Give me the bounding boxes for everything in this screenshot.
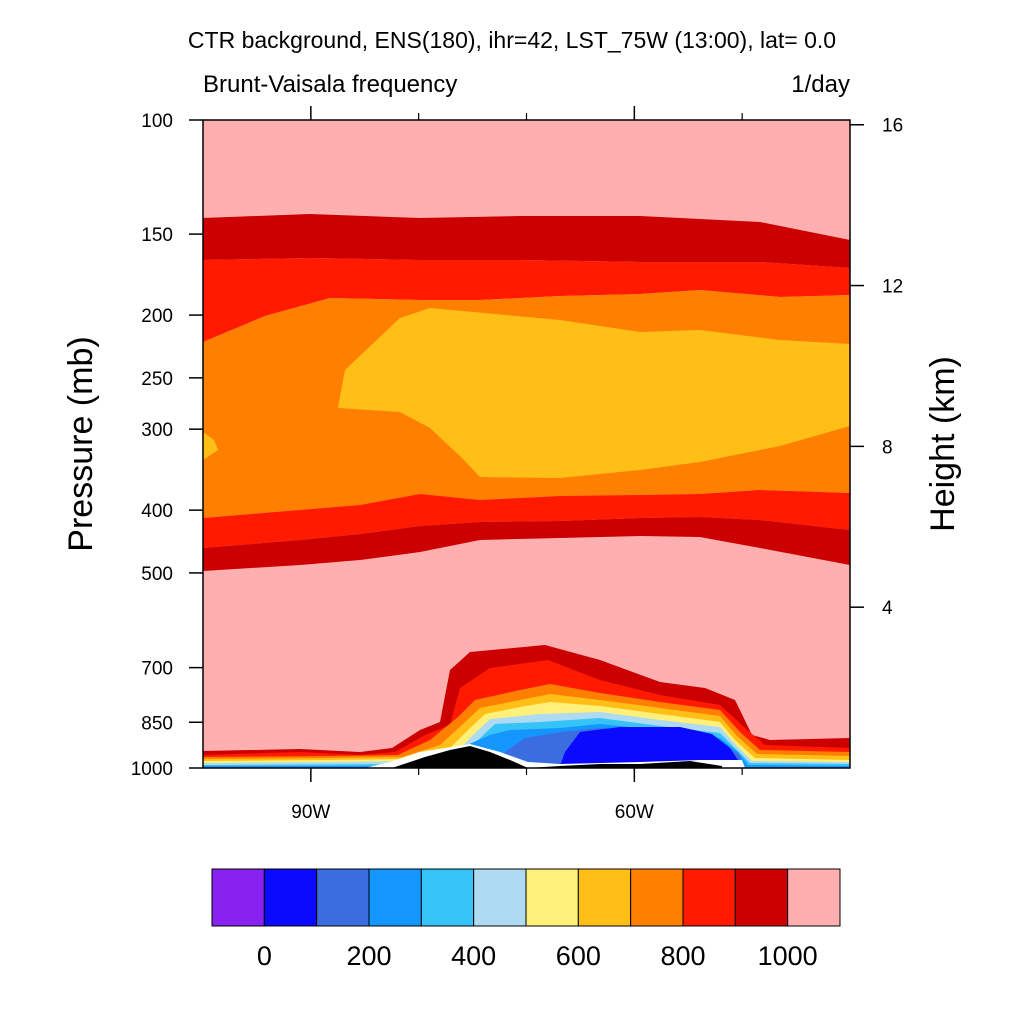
colorbar-swatch bbox=[682, 868, 736, 927]
colorbar-swatch bbox=[473, 868, 527, 927]
colorbar-swatch bbox=[525, 868, 579, 927]
y-tick-label: 500 bbox=[141, 564, 173, 585]
contour-band-900-1000 bbox=[203, 214, 850, 268]
y-ticks: 100 150 200 250 300 400 500 700 850 1000 bbox=[131, 111, 203, 780]
plot-area bbox=[203, 120, 850, 768]
y-tick-label: 200 bbox=[141, 306, 173, 327]
y-axis-label: Pressure (mb) bbox=[62, 336, 100, 551]
y2-ticks: 16 12 8 4 bbox=[850, 116, 903, 619]
contour-band-600-700-edge bbox=[203, 432, 218, 460]
contour-band-800-900 bbox=[203, 258, 850, 342]
colorbar-label: 0 bbox=[257, 941, 272, 971]
colorbar: 0 200 400 600 800 1000 bbox=[211, 868, 841, 971]
x-ticks: 90W 60W bbox=[291, 106, 743, 823]
y2-tick-label: 12 bbox=[882, 277, 903, 298]
y-tick-label: 150 bbox=[141, 225, 173, 246]
y-tick-label: 100 bbox=[141, 111, 173, 132]
contour-band-600-700 bbox=[338, 308, 850, 478]
colorbar-swatch bbox=[577, 868, 632, 927]
colorbar-label: 1000 bbox=[758, 941, 818, 971]
y-tick-label: 400 bbox=[141, 501, 173, 522]
contour-band-900-1000-lower bbox=[203, 517, 850, 571]
y-tick-label: 850 bbox=[141, 713, 173, 734]
contour-band-800-900-lower bbox=[203, 490, 850, 548]
chart-title: CTR background, ENS(180), ihr=42, LST_75… bbox=[188, 27, 836, 53]
colorbar-label: 400 bbox=[451, 941, 496, 971]
surface-band-0-100 bbox=[560, 727, 742, 766]
x-tick-label: 90W bbox=[291, 802, 330, 823]
colorbar-label: 200 bbox=[346, 941, 391, 971]
y2-tick-label: 4 bbox=[882, 598, 893, 619]
y-tick-label: 300 bbox=[141, 420, 173, 441]
colorbar-swatch bbox=[787, 868, 841, 927]
x-tick-label: 60W bbox=[615, 802, 654, 823]
colorbar-swatch bbox=[316, 868, 370, 927]
colorbar-label: 800 bbox=[660, 941, 705, 971]
colorbar-swatch bbox=[420, 868, 475, 927]
y2-tick-label: 16 bbox=[882, 116, 903, 137]
colorbar-swatch bbox=[630, 868, 684, 927]
terrain-mountain bbox=[392, 746, 722, 768]
chart-subtitle-right: 1/day bbox=[791, 71, 850, 98]
colorbar-swatch bbox=[734, 868, 789, 927]
y2-axis-label: Height (km) bbox=[924, 356, 962, 532]
colorbar-swatch bbox=[263, 868, 318, 927]
colorbar-swatch bbox=[211, 868, 265, 927]
colorbar-swatch bbox=[368, 868, 422, 927]
chart-subtitle-left: Brunt-Vaisala frequency bbox=[203, 71, 457, 98]
y-tick-label: 1000 bbox=[131, 759, 173, 780]
y-tick-label: 250 bbox=[141, 369, 173, 390]
colorbar-label: 600 bbox=[556, 941, 601, 971]
y-tick-label: 700 bbox=[141, 659, 173, 680]
y2-tick-label: 8 bbox=[882, 437, 893, 458]
